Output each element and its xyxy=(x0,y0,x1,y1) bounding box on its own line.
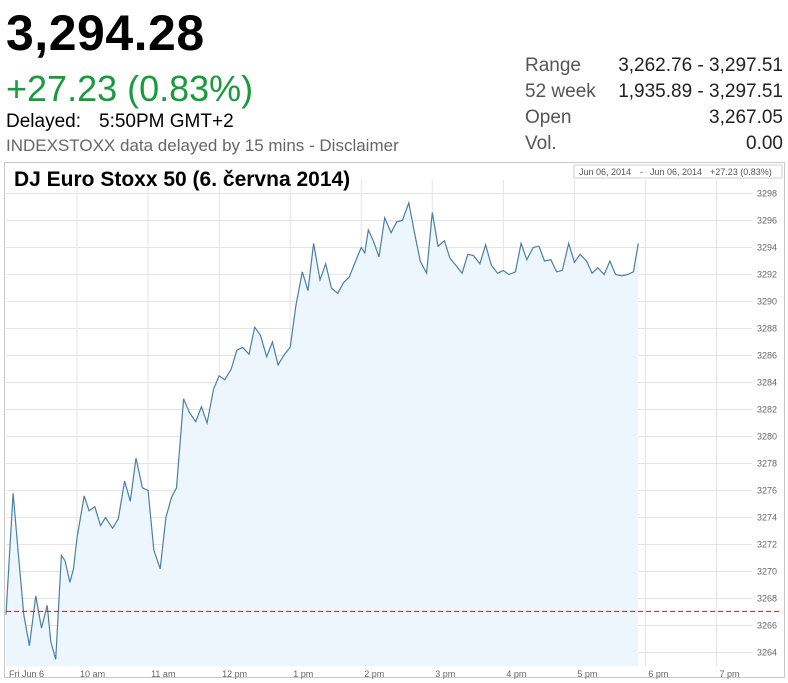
x-tick-label: 7 pm xyxy=(719,669,739,679)
y-tick-label: 3268 xyxy=(757,594,777,604)
delayed-label: Delayed: xyxy=(6,111,81,132)
stat-row-open: Open 3,267.05 xyxy=(525,107,783,133)
x-tick-label: Fri Jun 6 xyxy=(9,669,44,679)
legend-separator: - xyxy=(640,167,643,177)
stats-table: Range 3,262.76 - 3,297.51 52 week 1,935.… xyxy=(525,55,783,159)
delayed-info: Delayed: 5:50PM GMT+2 xyxy=(6,111,234,133)
y-tick-label: 3266 xyxy=(757,621,777,631)
y-tick-label: 3286 xyxy=(757,351,777,361)
x-tick-label: 12 pm xyxy=(222,669,247,679)
y-tick-label: 3276 xyxy=(757,486,777,496)
stat-value: 3,262.76 - 3,297.51 xyxy=(618,55,783,76)
y-tick-label: 3274 xyxy=(757,513,777,523)
y-tick-label: 3290 xyxy=(757,297,777,307)
y-tick-label: 3282 xyxy=(757,405,777,415)
stat-label: Range xyxy=(525,55,581,76)
x-tick-label: 1 pm xyxy=(293,669,313,679)
x-tick-label: 6 pm xyxy=(648,669,668,679)
legend-change: +27.23 (0.83%) xyxy=(710,167,772,177)
price-line xyxy=(5,200,639,660)
y-tick-label: 3264 xyxy=(757,648,777,658)
x-tick-label: 4 pm xyxy=(506,669,526,679)
stat-label: Open xyxy=(525,107,572,128)
stat-label: 52 week xyxy=(525,81,596,102)
last-price: 3,294.28 xyxy=(6,5,205,61)
y-tick-label: 3296 xyxy=(757,216,777,226)
y-tick-label: 3278 xyxy=(757,459,777,469)
stat-value: 3,267.05 xyxy=(709,107,783,128)
legend-start-date: Jun 06, 2014 xyxy=(579,167,631,177)
x-tick-label: 11 am xyxy=(151,669,175,679)
legend-box xyxy=(573,164,783,179)
y-tick-label: 3284 xyxy=(757,378,777,388)
delayed-time: 5:50PM GMT+2 xyxy=(99,111,234,132)
x-tick-label: 10 am xyxy=(80,669,105,679)
x-tick-label: 2 pm xyxy=(364,669,384,679)
y-tick-label: 3292 xyxy=(757,270,777,280)
chart-title: DJ Euro Stoxx 50 (6. června 2014) xyxy=(14,168,351,191)
source-note[interactable]: INDEXSTOXX data delayed by 15 mins - Dis… xyxy=(6,136,399,155)
stat-value: 0.00 xyxy=(746,133,783,154)
stat-row-range: Range 3,262.76 - 3,297.51 xyxy=(525,55,783,81)
price-change: +27.23 (0.83%) xyxy=(6,68,254,109)
y-tick-label: 3272 xyxy=(757,540,777,550)
stat-label: Vol. xyxy=(525,133,557,154)
x-tick-label: 3 pm xyxy=(435,669,455,679)
price-area xyxy=(6,202,639,666)
legend-end-date: Jun 06, 2014 xyxy=(650,167,702,177)
y-tick-label: 3270 xyxy=(757,567,777,577)
x-tick-label: 5 pm xyxy=(577,669,597,679)
y-tick-label: 3298 xyxy=(757,189,777,199)
y-tick-label: 3280 xyxy=(757,432,777,442)
y-tick-label: 3288 xyxy=(757,324,777,334)
y-tick-label: 3294 xyxy=(757,243,777,253)
stat-row-volume: Vol. 0.00 xyxy=(525,133,783,159)
stat-row-52-week: 52 week 1,935.89 - 3,297.51 xyxy=(525,81,783,107)
chart-frame xyxy=(4,162,785,678)
stat-value: 1,935.89 - 3,297.51 xyxy=(618,81,783,102)
